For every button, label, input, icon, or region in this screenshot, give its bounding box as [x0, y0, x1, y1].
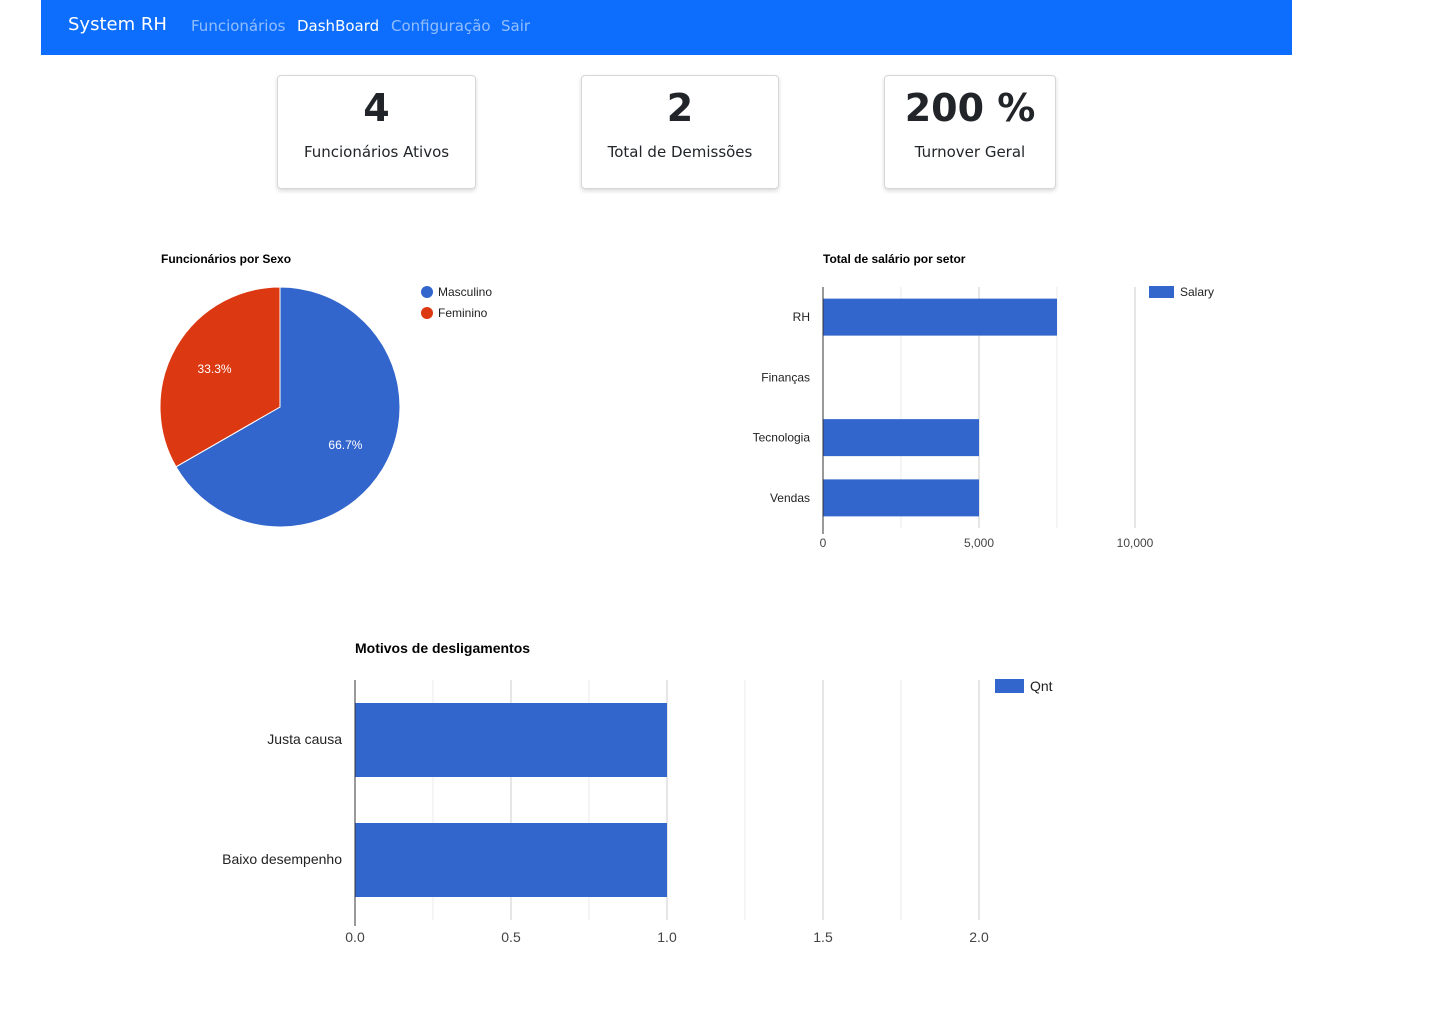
salary-chart-bar	[823, 419, 979, 457]
motivos-chart-bar	[355, 703, 667, 777]
card-value: 200 %	[904, 86, 1036, 130]
pie-slice-label: 66.7%	[328, 438, 362, 452]
motivos-chart-category-label: Justa causa	[267, 731, 342, 747]
nav-link-configuracao[interactable]: Configuração	[391, 17, 491, 35]
salary-chart-category-label: Tecnologia	[753, 431, 811, 445]
pie-slice-masculino	[175, 286, 401, 528]
card-value: 2	[666, 86, 694, 130]
card-label: Turnover Geral	[914, 143, 1026, 161]
motivos-chart-tick-label: 2.0	[969, 929, 989, 945]
card-funcionarios-ativos: 4 Funcionários Ativos	[277, 75, 476, 189]
card-turnover-geral: 200 % Turnover Geral	[884, 75, 1056, 189]
pie-chart-title: Funcionários por Sexo	[161, 252, 291, 266]
motivos-chart-tick-label: 1.5	[813, 929, 833, 945]
motivos-chart-legend-marker	[995, 679, 1024, 693]
card-total-demissoes: 2 Total de Demissões	[581, 75, 779, 189]
nav-link-sair[interactable]: Sair	[501, 17, 531, 35]
card-label: Total de Demissões	[607, 143, 753, 161]
salary-chart-legend-label: Salary	[1180, 285, 1214, 299]
pie-slice-feminino	[159, 286, 281, 468]
salary-chart-tick-label: 5,000	[964, 536, 994, 550]
navbar: System RH Funcionários DashBoard Configu…	[41, 0, 1292, 55]
motivos-chart-tick-label: 0.0	[345, 929, 365, 945]
pie-slice-label: 33.3%	[198, 362, 232, 376]
card-label: Funcionários Ativos	[303, 143, 450, 161]
motivos-chart-tick-label: 0.5	[501, 929, 521, 945]
brand-link[interactable]: System RH	[68, 14, 167, 35]
motivos-chart-legend-label: Qnt	[1030, 678, 1053, 694]
card-value: 4	[363, 86, 390, 130]
salary-chart-title: Total de salário por setor	[823, 252, 966, 266]
motivos-chart-bar	[355, 823, 667, 897]
salary-chart-bar	[823, 298, 1057, 336]
salary-chart-category-label: Finanças	[761, 370, 810, 384]
legend-label: Masculino	[438, 285, 492, 299]
salary-chart-category-label: RH	[793, 310, 810, 324]
salary-chart-bar	[823, 479, 979, 517]
legend-marker-feminino	[421, 307, 433, 319]
legend-label: Feminino	[438, 306, 488, 320]
nav-link-dashboard[interactable]: DashBoard	[297, 17, 380, 35]
legend-marker-masculino	[421, 286, 433, 298]
salary-chart-legend-marker	[1149, 286, 1174, 298]
salary-chart-tick-label: 10,000	[1117, 536, 1154, 550]
motivos-chart-title: Motivos de desligamentos	[355, 640, 530, 656]
motivos-chart-tick-label: 1.0	[657, 929, 677, 945]
salary-chart-tick-label: 0	[820, 536, 827, 550]
salary-chart-category-label: Vendas	[770, 491, 810, 505]
nav-link-funcionarios[interactable]: Funcionários	[191, 17, 286, 35]
motivos-chart-category-label: Baixo desempenho	[222, 851, 342, 867]
